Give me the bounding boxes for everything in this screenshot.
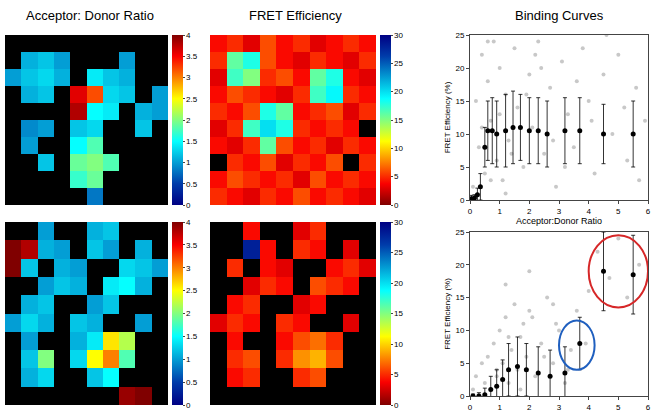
svg-text:5: 5 <box>394 172 399 181</box>
svg-text:15: 15 <box>455 293 464 302</box>
svg-text:3: 3 <box>557 403 562 412</box>
svg-text:0: 0 <box>186 201 191 210</box>
svg-text:1: 1 <box>186 158 191 167</box>
svg-text:15: 15 <box>394 116 403 125</box>
svg-text:15: 15 <box>455 97 464 106</box>
svg-text:5: 5 <box>460 163 465 172</box>
svg-text:10: 10 <box>455 326 464 335</box>
svg-text:4: 4 <box>186 31 191 40</box>
svg-text:1: 1 <box>497 207 502 216</box>
svg-text:3: 3 <box>186 73 191 82</box>
svg-text:4: 4 <box>186 218 191 227</box>
svg-text:0: 0 <box>460 196 465 205</box>
svg-text:30: 30 <box>394 218 403 227</box>
svg-text:5: 5 <box>460 359 465 368</box>
svg-text:20: 20 <box>455 261 464 270</box>
svg-text:Acceptor: Donor Ratio: Acceptor: Donor Ratio <box>26 8 154 23</box>
svg-text:2: 2 <box>186 309 191 318</box>
svg-text:25: 25 <box>394 59 403 68</box>
svg-text:30: 30 <box>394 31 403 40</box>
svg-text:3.5: 3.5 <box>186 52 198 61</box>
svg-text:0: 0 <box>460 392 465 401</box>
svg-text:Binding Curves: Binding Curves <box>515 8 604 23</box>
svg-text:2.5: 2.5 <box>186 95 198 104</box>
svg-text:3.5: 3.5 <box>186 241 198 250</box>
svg-text:15: 15 <box>394 309 403 318</box>
svg-text:2.5: 2.5 <box>186 286 198 295</box>
svg-text:6: 6 <box>646 403 651 412</box>
svg-text:6: 6 <box>646 207 651 216</box>
svg-text:1: 1 <box>497 403 502 412</box>
svg-text:10: 10 <box>394 340 403 349</box>
svg-text:1.5: 1.5 <box>186 332 198 341</box>
svg-text:2: 2 <box>527 403 532 412</box>
svg-text:25: 25 <box>394 248 403 257</box>
svg-text:FRET Efficiency (%): FRET Efficiency (%) <box>443 81 452 153</box>
svg-text:5: 5 <box>394 370 399 379</box>
svg-text:1.5: 1.5 <box>186 137 198 146</box>
svg-text:1: 1 <box>186 355 191 364</box>
svg-text:0: 0 <box>394 401 399 410</box>
svg-text:0.5: 0.5 <box>186 180 198 189</box>
svg-text:25: 25 <box>455 31 464 40</box>
svg-text:2: 2 <box>186 116 191 125</box>
svg-text:Acceptor:Donor Ratio: Acceptor:Donor Ratio <box>516 216 602 226</box>
svg-text:20: 20 <box>394 87 403 96</box>
svg-text:0: 0 <box>468 403 473 412</box>
svg-text:0: 0 <box>394 201 399 210</box>
svg-text:0: 0 <box>186 401 191 410</box>
svg-text:2: 2 <box>527 207 532 216</box>
svg-text:4: 4 <box>586 207 591 216</box>
svg-text:25: 25 <box>455 228 464 237</box>
svg-text:3: 3 <box>557 207 562 216</box>
svg-text:5: 5 <box>616 207 621 216</box>
svg-text:3: 3 <box>186 264 191 273</box>
svg-text:0.5: 0.5 <box>186 378 198 387</box>
svg-text:10: 10 <box>394 144 403 153</box>
svg-text:5: 5 <box>616 403 621 412</box>
svg-text:10: 10 <box>455 130 464 139</box>
svg-text:FRET Efficiency: FRET Efficiency <box>249 8 342 23</box>
svg-text:4: 4 <box>586 403 591 412</box>
svg-text:20: 20 <box>455 64 464 73</box>
svg-text:0: 0 <box>468 207 473 216</box>
svg-text:FRET Efficiency (%): FRET Efficiency (%) <box>443 278 452 350</box>
svg-text:20: 20 <box>394 279 403 288</box>
